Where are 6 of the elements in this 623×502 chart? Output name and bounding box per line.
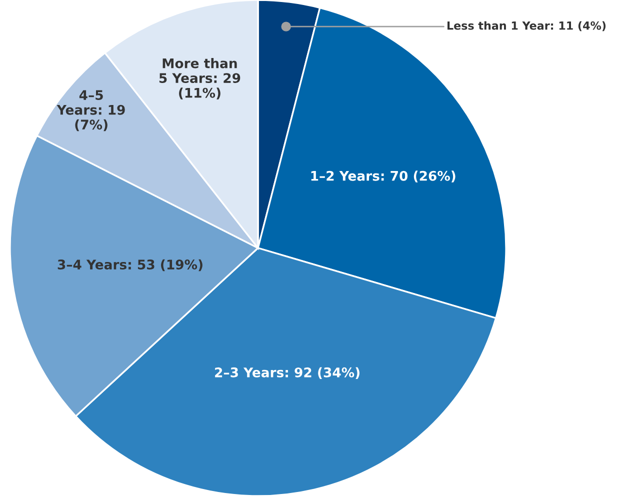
slice-label: 3–4 Years: 53 (19%): [58, 259, 202, 272]
slice-label: 1–2 Years: 70 (26%): [311, 170, 456, 182]
slice-label: More than 5 Years: 29 (11%): [159, 58, 240, 100]
slice-label: 2–3 Years: 92 (34%): [215, 367, 360, 379]
slice-label: Less than 1 Year: 11 (4%): [448, 21, 606, 32]
slice-label: 4–5 Years: 19 (7%): [56, 90, 125, 132]
